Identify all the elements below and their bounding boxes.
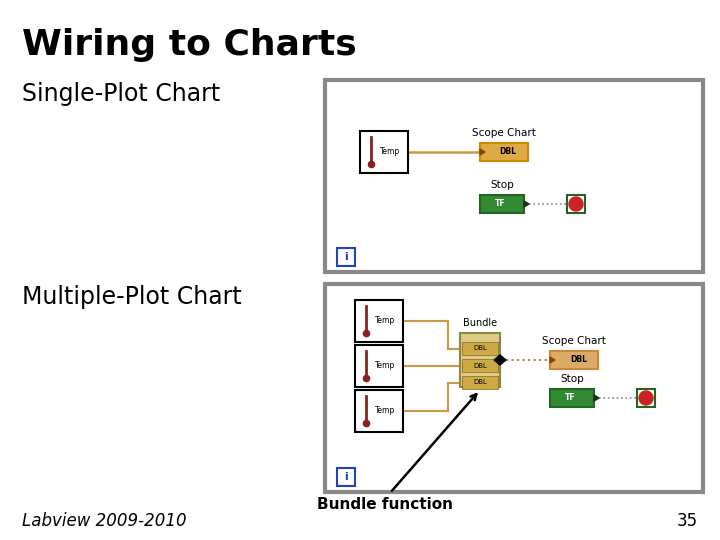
Bar — [360, 131, 408, 173]
Text: TF: TF — [564, 394, 575, 402]
Bar — [355, 345, 403, 387]
Text: DBL: DBL — [473, 362, 487, 368]
Bar — [355, 390, 403, 432]
Text: Stop: Stop — [490, 180, 514, 190]
Bar — [462, 376, 498, 389]
Text: Labview 2009-2010: Labview 2009-2010 — [22, 512, 186, 530]
Circle shape — [639, 391, 653, 405]
Bar — [567, 195, 585, 213]
Text: Bundle function: Bundle function — [317, 497, 453, 512]
Text: Scope Chart: Scope Chart — [542, 336, 606, 346]
Bar — [480, 195, 524, 213]
Polygon shape — [494, 355, 506, 365]
Text: Bundle: Bundle — [463, 318, 497, 328]
Bar — [325, 80, 703, 272]
Text: Temp: Temp — [374, 361, 395, 370]
Text: Single-Plot Chart: Single-Plot Chart — [22, 82, 220, 106]
Bar — [325, 284, 703, 492]
Bar — [550, 351, 598, 369]
Text: Temp: Temp — [374, 406, 395, 415]
Text: DBL: DBL — [570, 355, 588, 364]
Bar — [337, 468, 355, 486]
Text: i: i — [344, 252, 348, 262]
Bar — [355, 300, 403, 342]
Bar — [637, 389, 655, 407]
Text: DBL: DBL — [500, 147, 516, 157]
Bar — [337, 248, 355, 266]
Bar — [460, 333, 500, 387]
Text: DBL: DBL — [473, 346, 487, 352]
Text: Scope Chart: Scope Chart — [472, 128, 536, 138]
Text: TF: TF — [495, 199, 505, 208]
Text: Temp: Temp — [374, 316, 395, 325]
Text: Temp: Temp — [379, 147, 400, 156]
Text: Multiple-Plot Chart: Multiple-Plot Chart — [22, 285, 242, 309]
Text: i: i — [344, 472, 348, 482]
Text: 35: 35 — [677, 512, 698, 530]
Polygon shape — [480, 149, 485, 155]
Bar — [550, 389, 594, 407]
Text: Wiring to Charts: Wiring to Charts — [22, 28, 356, 62]
Bar — [480, 143, 528, 161]
Polygon shape — [594, 395, 599, 401]
Polygon shape — [524, 201, 529, 207]
Polygon shape — [550, 357, 555, 363]
Bar — [462, 359, 498, 372]
Circle shape — [569, 197, 583, 211]
Text: Stop: Stop — [560, 374, 584, 384]
Bar — [462, 342, 498, 355]
Text: DBL: DBL — [473, 380, 487, 386]
